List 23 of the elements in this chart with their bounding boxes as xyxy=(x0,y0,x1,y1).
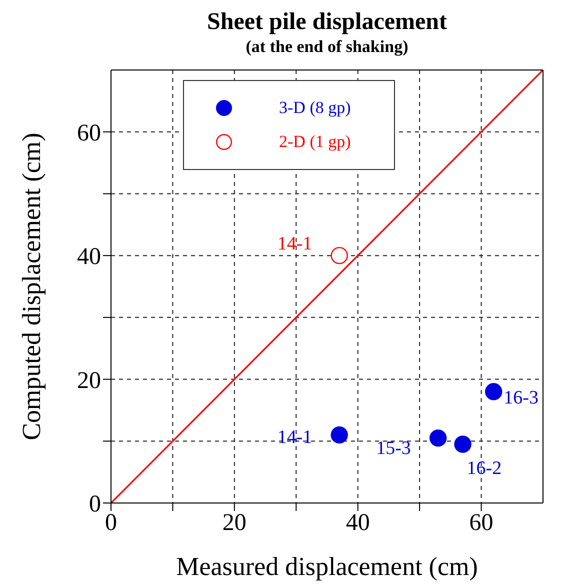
x-tick-label: 40 xyxy=(346,510,370,536)
chart-subtitle: (at the end of shaking) xyxy=(244,36,410,58)
annotation: 15-3 xyxy=(376,438,411,460)
y-tick-label: 40 xyxy=(77,244,101,270)
chart-title: Sheet pile displacement xyxy=(206,8,448,36)
point xyxy=(485,383,502,400)
point xyxy=(330,426,348,444)
point xyxy=(330,246,348,264)
annotation: 14-1 xyxy=(277,234,312,255)
y-tick-label: 0 xyxy=(89,492,101,518)
point xyxy=(454,436,472,453)
x-axis-title: Measured displacement (cm) xyxy=(176,552,478,581)
y-axis-title: Computed displacement (cm) xyxy=(17,132,46,440)
x-tick-label: 0 xyxy=(105,510,117,536)
y-tick-label: 60 xyxy=(77,120,101,146)
x-tick-label: 20 xyxy=(222,510,246,536)
annotation: 14-1 xyxy=(277,426,312,448)
y-tick-label: 20 xyxy=(77,368,101,394)
annotation: 16-2 xyxy=(466,458,502,480)
legend-box: 3-D (8 gp) 2-D (1 gp) xyxy=(183,80,395,170)
x-tick-label: 60 xyxy=(469,510,494,536)
annotation: 16-3 xyxy=(504,388,538,409)
point xyxy=(429,429,447,447)
